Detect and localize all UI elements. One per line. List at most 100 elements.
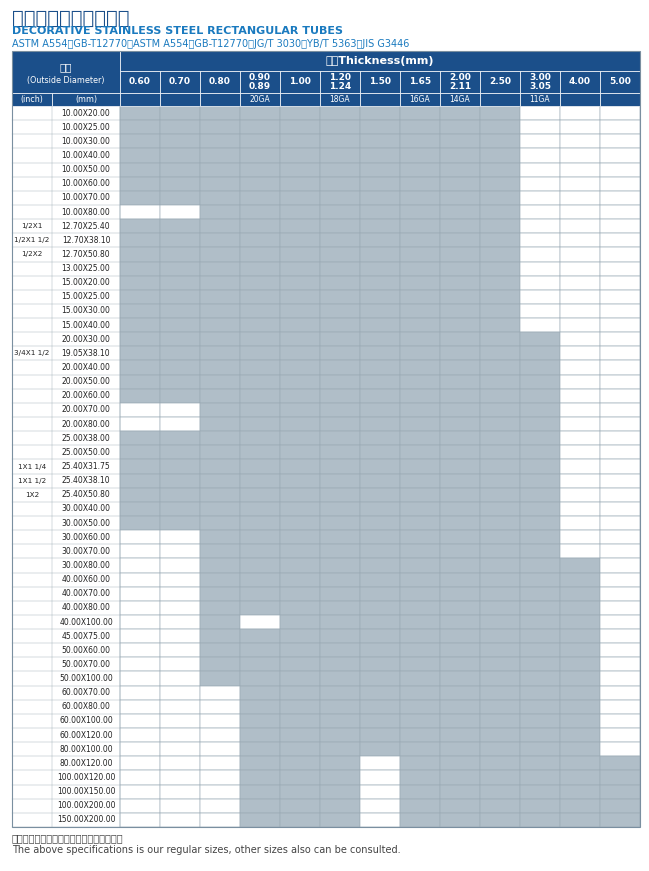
Bar — [360, 544, 400, 558]
Bar — [320, 304, 360, 318]
Bar — [280, 799, 320, 813]
Bar — [560, 742, 600, 756]
Bar — [520, 601, 560, 615]
Bar — [360, 332, 400, 347]
Bar — [480, 714, 520, 728]
Bar — [360, 205, 400, 219]
Bar — [400, 403, 440, 417]
Bar — [440, 177, 480, 191]
Bar — [400, 643, 440, 658]
Bar — [440, 714, 480, 728]
Bar — [560, 290, 600, 304]
Bar — [280, 431, 320, 445]
Text: 40.00X70.00: 40.00X70.00 — [62, 590, 110, 598]
Text: 30.00X50.00: 30.00X50.00 — [62, 518, 110, 528]
Bar — [200, 431, 240, 445]
Bar — [440, 134, 480, 148]
Bar — [360, 459, 400, 474]
Text: 40.00X100.00: 40.00X100.00 — [59, 618, 113, 626]
Bar — [160, 417, 200, 431]
Bar — [560, 120, 600, 134]
Bar — [520, 714, 560, 728]
Bar — [200, 71, 240, 93]
Bar — [440, 375, 480, 388]
Bar — [280, 361, 320, 375]
Bar — [200, 304, 240, 318]
Bar — [200, 658, 240, 672]
Text: ASTM A554、GB-T12770、ASTM A554、GB-T12770、JG/T 3030、YB/T 5363、JIS G3446: ASTM A554、GB-T12770、ASTM A554、GB-T12770、… — [12, 39, 410, 49]
Bar — [240, 403, 280, 417]
Bar — [280, 191, 320, 205]
Bar — [200, 714, 240, 728]
Bar — [120, 120, 160, 134]
Text: (mm): (mm) — [75, 95, 97, 104]
Bar — [440, 261, 480, 275]
Bar — [360, 813, 400, 827]
Bar — [320, 502, 360, 516]
Text: 19.05X38.10: 19.05X38.10 — [62, 349, 110, 358]
Bar — [240, 643, 280, 658]
Bar — [560, 799, 600, 813]
Bar — [160, 813, 200, 827]
Bar — [520, 347, 560, 361]
Bar — [120, 51, 640, 71]
Bar — [160, 601, 200, 615]
Bar — [200, 699, 240, 714]
Bar — [120, 106, 160, 120]
Bar — [480, 658, 520, 672]
Bar — [520, 134, 560, 148]
Bar — [360, 474, 400, 488]
Bar — [560, 431, 600, 445]
Bar — [160, 163, 200, 177]
Bar — [560, 417, 600, 431]
Bar — [480, 431, 520, 445]
Bar — [280, 71, 320, 93]
Text: 3.00
3.05: 3.00 3.05 — [529, 72, 551, 91]
Bar — [480, 742, 520, 756]
Bar — [360, 658, 400, 672]
Text: 20.00X70.00: 20.00X70.00 — [62, 406, 110, 415]
Bar — [400, 417, 440, 431]
Bar — [560, 629, 600, 643]
Bar — [480, 643, 520, 658]
Bar — [520, 205, 560, 219]
Bar — [600, 177, 640, 191]
Bar — [360, 163, 400, 177]
Bar — [440, 672, 480, 685]
Bar — [400, 347, 440, 361]
Bar — [240, 304, 280, 318]
Text: 15.00X25.00: 15.00X25.00 — [62, 293, 110, 301]
Bar — [320, 615, 360, 629]
Bar — [400, 488, 440, 502]
Bar — [120, 134, 160, 148]
Bar — [200, 785, 240, 799]
Bar — [240, 629, 280, 643]
Text: 厚度Thickness(mm): 厚度Thickness(mm) — [326, 56, 434, 66]
Bar — [520, 417, 560, 431]
Text: 30.00X60.00: 30.00X60.00 — [62, 533, 110, 542]
Bar — [440, 205, 480, 219]
Bar — [320, 261, 360, 275]
Bar — [400, 445, 440, 459]
Bar — [360, 615, 400, 629]
Text: 1/2X1 1/2: 1/2X1 1/2 — [14, 237, 50, 243]
Bar — [160, 388, 200, 403]
Text: 20.00X60.00: 20.00X60.00 — [62, 391, 110, 401]
Bar — [200, 388, 240, 403]
Bar — [440, 318, 480, 332]
Bar — [120, 474, 160, 488]
Bar — [280, 445, 320, 459]
Bar — [320, 445, 360, 459]
Bar — [600, 502, 640, 516]
Bar — [200, 163, 240, 177]
Bar — [560, 587, 600, 601]
Text: 0.80: 0.80 — [209, 78, 231, 86]
Bar — [120, 375, 160, 388]
Bar — [160, 756, 200, 771]
Bar — [160, 247, 200, 261]
Bar — [560, 361, 600, 375]
Bar — [440, 459, 480, 474]
Text: 10.00X30.00: 10.00X30.00 — [62, 137, 110, 145]
Bar — [280, 685, 320, 699]
Bar — [480, 685, 520, 699]
